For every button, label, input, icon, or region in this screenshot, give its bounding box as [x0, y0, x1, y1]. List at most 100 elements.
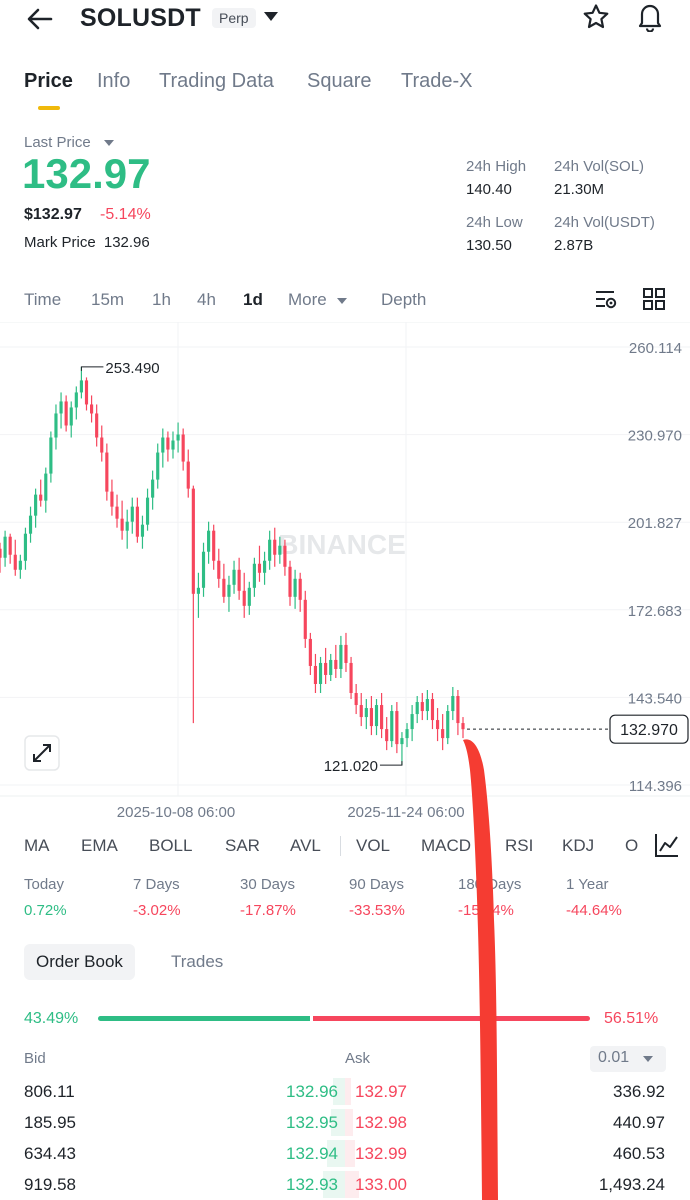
high-price-marker: 253.490	[105, 360, 159, 377]
candle-body	[257, 563, 262, 573]
indicator-obv[interactable]: O	[625, 836, 639, 855]
back-arrow-icon[interactable]	[26, 6, 54, 32]
ask-price[interactable]: 132.98	[355, 1113, 407, 1132]
mark-price-value: 132.96	[103, 234, 150, 251]
ask-depth-bar	[345, 1078, 351, 1105]
candle-body	[217, 560, 221, 579]
bid-price[interactable]: 132.94	[286, 1144, 338, 1163]
bid-price[interactable]: 132.93	[286, 1175, 338, 1194]
interval-time[interactable]: Time	[24, 290, 62, 309]
candle-body	[451, 696, 455, 712]
candle-body	[242, 590, 246, 606]
mark-price-label: Mark Price	[24, 234, 96, 251]
tab-square[interactable]: Square	[307, 70, 372, 92]
candle-body	[212, 530, 216, 561]
indicator-rsi[interactable]: RSI	[505, 836, 534, 855]
perf-value-today: 0.72%	[24, 902, 67, 919]
low-marker-line	[379, 761, 403, 766]
ask-price[interactable]: 132.97	[355, 1082, 407, 1101]
indicator-avl[interactable]: AVL	[290, 836, 321, 855]
candle-body	[303, 599, 307, 639]
order-book-row[interactable]: 185.95 132.95 132.98 440.97	[0, 1107, 690, 1138]
tab-order-book[interactable]: Order Book	[24, 944, 135, 980]
bid-ratio-percent: 43.49%	[24, 1010, 79, 1027]
tab-info[interactable]: Info	[97, 70, 131, 92]
indicator-chart-icon[interactable]	[654, 832, 680, 858]
candle-body	[105, 452, 109, 492]
order-book-row[interactable]: 919.58 132.93 133.00 1,493.24	[0, 1169, 690, 1200]
candle-body	[171, 440, 175, 450]
candle-body	[28, 515, 33, 534]
indicator-vol[interactable]: VOL	[356, 836, 391, 855]
symbol-title[interactable]: SOLUSDT	[80, 4, 201, 32]
candle-body	[344, 644, 348, 663]
interval-4h[interactable]: 4h	[197, 290, 216, 309]
order-book-row[interactable]: 634.43 132.94 132.99 460.53	[0, 1138, 690, 1169]
y-axis-tick-label: 260.114	[629, 340, 682, 357]
tab-trade-x[interactable]: Trade-X	[401, 70, 473, 92]
more-dropdown-icon[interactable]	[337, 298, 347, 304]
indicator-boll[interactable]: BOLL	[149, 836, 193, 855]
indicator-macd[interactable]: MACD	[421, 836, 472, 855]
candle-body	[74, 392, 78, 408]
chart-settings-icon[interactable]	[594, 288, 618, 310]
indicator-kdj[interactable]: KDJ	[562, 836, 595, 855]
candle-body	[186, 461, 190, 489]
y-axis-tick-label: 230.970	[628, 428, 682, 445]
candle-body	[181, 434, 185, 462]
bid-depth-bar	[323, 1171, 345, 1198]
depth-chart-button[interactable]: Depth	[381, 290, 427, 309]
tab-price[interactable]: Price	[24, 70, 73, 92]
fullscreen-button[interactable]	[24, 735, 60, 771]
candle-body	[420, 702, 424, 712]
low-24h-value: 130.50	[466, 237, 512, 254]
x-axis-tick-label: 2025-11-24 06:00	[347, 804, 464, 821]
perf-label-30d: 30 Days	[240, 876, 296, 893]
indicator-ma[interactable]: MA	[24, 836, 50, 855]
low-price-marker: 121.020	[324, 758, 378, 775]
precision-select[interactable]: 0.01	[590, 1046, 666, 1072]
interval-1h[interactable]: 1h	[152, 290, 171, 309]
indicator-sar[interactable]: SAR	[225, 836, 260, 855]
indicator-ema[interactable]: EMA	[81, 836, 118, 855]
notification-bell-icon[interactable]	[636, 2, 664, 32]
candle-body	[166, 437, 170, 450]
interval-1d[interactable]: 1d	[243, 290, 263, 309]
ask-price[interactable]: 133.00	[355, 1175, 407, 1194]
candle-body	[354, 693, 358, 706]
ask-depth-bar	[345, 1109, 353, 1136]
ask-price[interactable]: 132.99	[355, 1144, 407, 1163]
y-axis-tick-label: 172.683	[628, 603, 682, 620]
performance-row: Today 0.72% 7 Days -3.02% 30 Days -17.87…	[0, 874, 690, 924]
bid-ratio-bar	[98, 1016, 311, 1021]
ask-quantity: 1,493.24	[598, 1175, 665, 1194]
bid-price[interactable]: 132.95	[286, 1113, 338, 1132]
bid-price[interactable]: 132.96	[286, 1082, 338, 1101]
top-bar: SOLUSDT Perp	[0, 0, 690, 40]
layout-grid-icon[interactable]	[642, 288, 666, 310]
interval-15m[interactable]: 15m	[91, 290, 125, 309]
interval-more[interactable]: More	[288, 290, 327, 309]
high-24h-value: 140.40	[466, 181, 512, 198]
tab-trading-data[interactable]: Trading Data	[159, 70, 274, 92]
ask-ratio-bar	[313, 1016, 590, 1021]
perf-value-90d: -33.53%	[349, 902, 405, 919]
candle-body	[435, 720, 440, 730]
high-24h-label: 24h High	[466, 158, 527, 175]
symbol-dropdown-icon[interactable]	[264, 12, 278, 21]
favorite-star-icon[interactable]	[582, 3, 610, 31]
indicator-separator	[340, 836, 341, 856]
bid-depth-bar	[327, 1140, 345, 1167]
x-axis-tick-label: 2025-10-08 06:00	[117, 804, 235, 821]
last-price-label[interactable]: Last Price	[24, 134, 91, 151]
candlestick-chart[interactable]: 260.114 230.970 201.827 172.683 143.540 114.3…	[0, 322, 690, 822]
candle-body	[308, 638, 312, 666]
candle-body	[222, 578, 226, 597]
high-marker-line	[80, 366, 104, 371]
order-book-row[interactable]: 806.11 132.96 132.97 336.92	[0, 1076, 690, 1107]
tab-trades[interactable]: Trades	[171, 952, 224, 971]
usd-price: $132.97	[24, 206, 82, 223]
perf-label-180d: 180 Days	[458, 876, 522, 893]
last-price-dropdown-icon[interactable]	[104, 140, 114, 146]
candle-body	[39, 494, 43, 501]
